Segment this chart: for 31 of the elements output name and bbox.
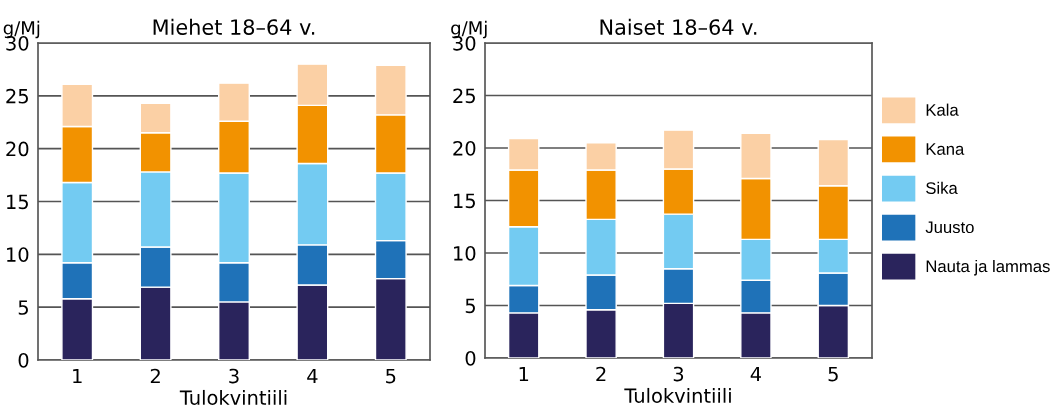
x-tick-label: 3: [673, 366, 684, 382]
legend-label: Juusto: [925, 221, 974, 234]
y-tick-label: 0: [18, 352, 29, 368]
y-tick-label: 5: [465, 298, 475, 314]
y-tick-label: 20: [6, 141, 29, 157]
x-tick-label: 4: [307, 368, 318, 384]
x-tick-label: 4: [750, 366, 761, 382]
legend-label: Kana: [926, 143, 965, 155]
chart-title: Miehet 18–64 v.: [153, 18, 315, 35]
legend-label: Sika: [926, 181, 958, 195]
y-tick-label: 5: [18, 300, 28, 315]
x-axis-title: Tulokvintiili: [624, 387, 731, 403]
x-tick-label: 5: [828, 366, 838, 382]
y-tick-label: 25: [453, 88, 475, 104]
x-tick-label: 5: [386, 368, 396, 384]
y-tick-label: 10: [454, 245, 476, 261]
legend-label: Kala: [926, 103, 959, 116]
y-tick-label: 0: [465, 350, 476, 366]
x-tick-label: 1: [519, 366, 529, 382]
y-tick-label: 10: [7, 247, 29, 262]
x-axis-title: Tulokvintiili: [179, 389, 287, 405]
legend-label: Nauta ja lammas: [926, 259, 1050, 276]
chart-title: Naiset 18–64 v.: [600, 18, 757, 35]
y-tick-label: 20: [453, 140, 476, 156]
x-tick-label: 1: [73, 368, 82, 384]
x-tick-label: 2: [596, 366, 606, 382]
x-tick-label: 2: [150, 368, 160, 384]
y-tick-label: 25: [6, 88, 28, 104]
x-tick-label: 3: [229, 368, 239, 384]
y-tick-label: 15: [454, 193, 475, 209]
y-tick-label: 15: [7, 194, 28, 210]
